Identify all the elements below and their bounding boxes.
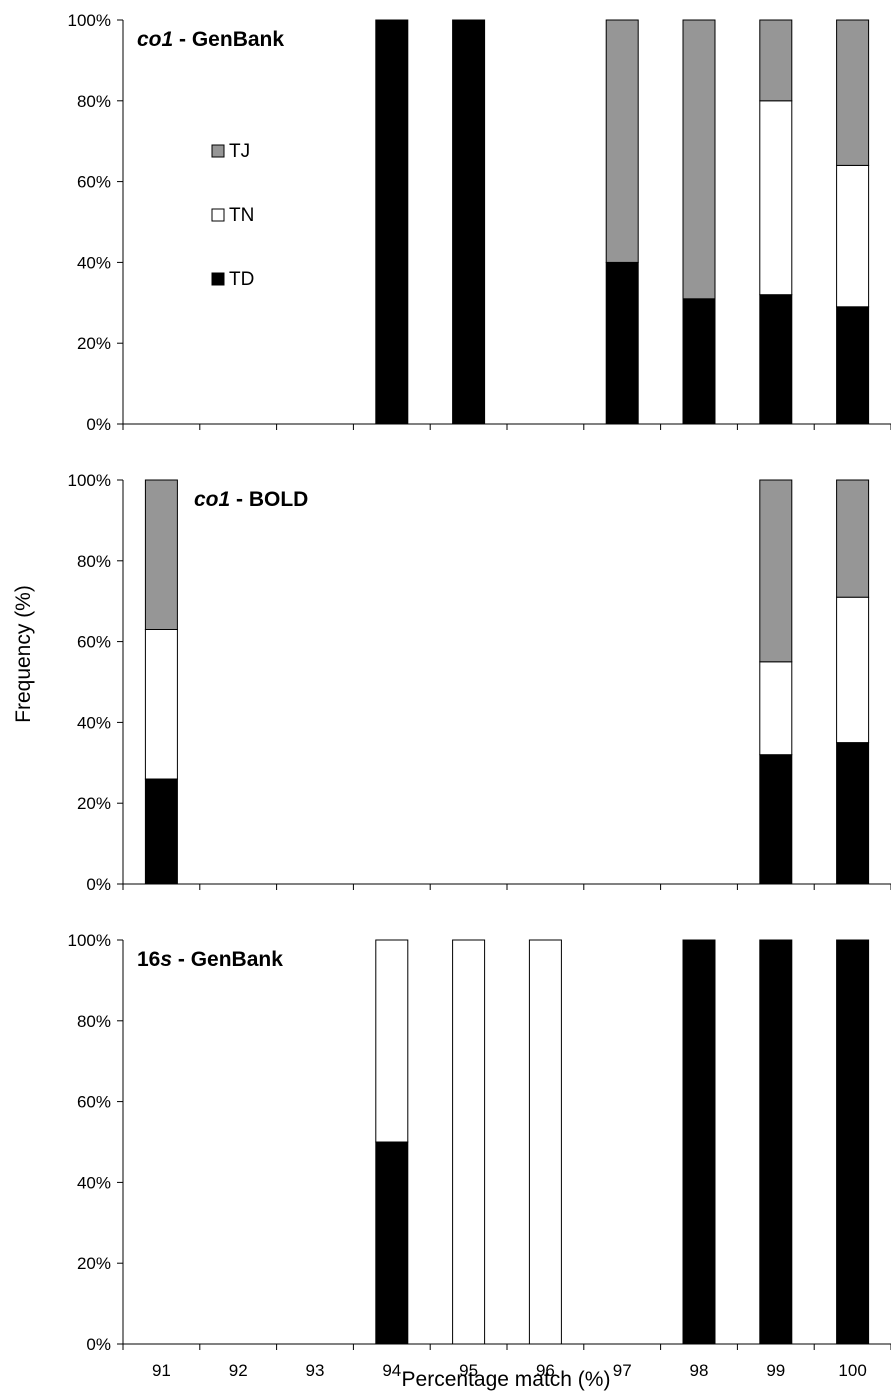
panel-title: 16s - GenBank	[137, 948, 283, 971]
y-tick-label: 100%	[68, 11, 111, 30]
bar-segment-tn-96	[528, 939, 562, 1345]
legend-swatch-tn	[211, 208, 225, 222]
bar-segment-tj-100	[836, 479, 870, 598]
bar-segment-td-100	[836, 939, 870, 1345]
bar-segment-tj-91	[144, 479, 178, 630]
y-tick-label: 60%	[77, 633, 111, 652]
panel-2: 0% 20% 40% 60% 80% 100% co1 - BOLD	[68, 471, 891, 894]
bar-segment-tn-100	[836, 164, 870, 308]
bar-segment-td-94	[375, 19, 409, 425]
panel-title: co1 - BOLD	[194, 488, 308, 511]
panel-1: 0% 20% 40% 60% 80% 100% co1 - GenBank TJ TN TD	[68, 11, 891, 434]
chart-panels: 0% 20% 40% 60% 80% 100% co1 - GenBank TJ TN TD 0% 2…	[68, 11, 891, 1380]
bar-segment-tn-99	[759, 100, 793, 296]
y-axis-title: Frequency (%)	[12, 585, 35, 723]
bar-segment-tj-100	[836, 19, 870, 166]
legend-swatch-tj	[211, 144, 225, 158]
bar-segment-tj-97	[605, 19, 639, 263]
bar-segment-td-100	[836, 742, 870, 885]
bar-segment-td-97	[605, 261, 639, 425]
panel-title: co1 - GenBank	[137, 28, 284, 51]
y-tick-label: 40%	[77, 253, 111, 272]
legend-label-tj: TJ	[229, 141, 250, 162]
y-tick-label: 100%	[68, 931, 111, 950]
x-tick-label: 94	[382, 1361, 401, 1380]
bar-segment-tn-95	[452, 939, 486, 1345]
bar-segment-td-99	[759, 294, 793, 425]
x-tick-label: 93	[306, 1361, 325, 1380]
bar-segment-tj-98	[682, 19, 716, 300]
y-tick-label: 60%	[77, 1093, 111, 1112]
x-tick-label: 100	[838, 1361, 866, 1380]
bar-segment-tn-99	[759, 661, 793, 756]
legend: TJ TN TD	[211, 141, 254, 290]
bar-segment-td-98	[682, 298, 716, 425]
x-tick-label: 95	[459, 1361, 478, 1380]
bar-segment-tn-91	[144, 629, 178, 780]
legend-label-tn: TN	[229, 205, 254, 226]
x-tick-label: 97	[613, 1361, 632, 1380]
bar-segment-td-94	[375, 1141, 409, 1345]
y-tick-label: 40%	[77, 713, 111, 732]
bar-segment-td-95	[452, 19, 486, 425]
legend-label-td: TD	[229, 269, 254, 290]
y-tick-label: 0%	[86, 875, 111, 894]
y-tick-label: 80%	[77, 1012, 111, 1031]
y-tick-label: 0%	[86, 1335, 111, 1354]
bar-segment-td-99	[759, 939, 793, 1345]
y-tick-label: 20%	[77, 334, 111, 353]
y-tick-label: 20%	[77, 794, 111, 813]
bar-segment-tj-99	[759, 479, 793, 663]
x-tick-label: 92	[229, 1361, 248, 1380]
y-tick-label: 100%	[68, 471, 111, 490]
x-tick-label: 99	[766, 1361, 785, 1380]
bar-segment-td-100	[836, 306, 870, 425]
y-tick-label: 80%	[77, 552, 111, 571]
bar-segment-td-98	[682, 939, 716, 1345]
x-tick-label: 96	[536, 1361, 555, 1380]
x-axis-title: Percentage match (%)	[402, 1368, 611, 1391]
y-tick-label: 20%	[77, 1254, 111, 1273]
bar-segment-tn-94	[375, 939, 409, 1143]
bar-segment-td-91	[144, 778, 178, 885]
legend-swatch-td	[211, 272, 225, 286]
bar-segment-tj-99	[759, 19, 793, 102]
y-tick-label: 60%	[77, 173, 111, 192]
y-tick-label: 80%	[77, 92, 111, 111]
y-tick-label: 40%	[77, 1173, 111, 1192]
panel-3: 0% 20% 40% 60% 80% 100% 91 92 93 94 95 96 97 98 99 100 1…	[68, 931, 891, 1380]
bar-segment-td-99	[759, 754, 793, 885]
bar-segment-tn-100	[836, 596, 870, 744]
x-tick-label: 91	[152, 1361, 171, 1380]
x-tick-label: 98	[690, 1361, 709, 1380]
y-tick-label: 0%	[86, 415, 111, 434]
